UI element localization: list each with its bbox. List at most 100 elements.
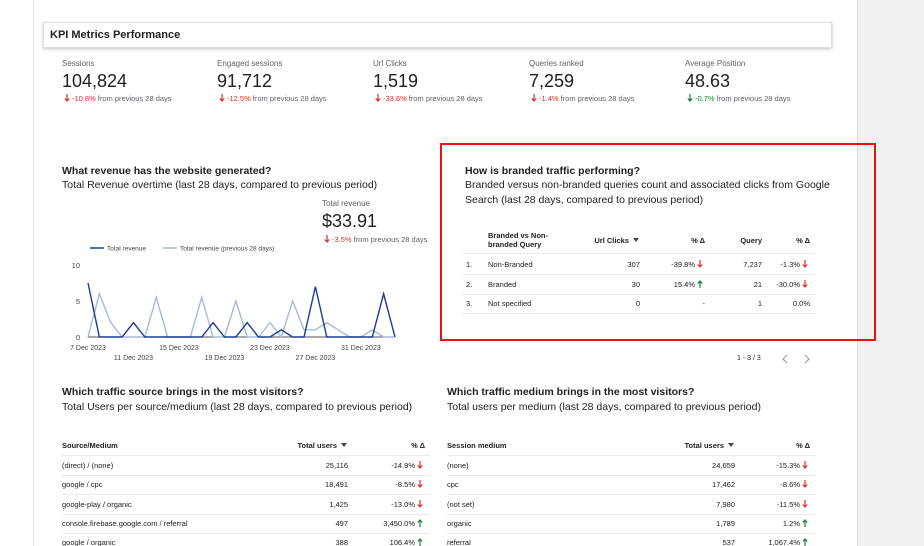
trend-arrow bbox=[802, 518, 808, 527]
kpi-label: Queries ranked bbox=[529, 59, 584, 68]
column-header: Source/Medium bbox=[62, 441, 118, 450]
scorecard-value: $33.91 bbox=[322, 211, 378, 231]
section-title: How is branded traffic performing? bbox=[465, 165, 641, 177]
table-cell: -15.3% bbox=[776, 461, 810, 470]
change-note: from previous 28 days bbox=[408, 94, 483, 103]
table-cell: (direct) / (none) bbox=[62, 461, 114, 470]
table-cell: google-play / organic bbox=[62, 499, 132, 509]
cell-text: 106.4% bbox=[389, 538, 415, 546]
table-cell: 17,462 bbox=[712, 480, 735, 490]
table-cell: 537 bbox=[722, 538, 735, 546]
x-tick-label: 27 Dec 2023 bbox=[296, 355, 336, 362]
row-number: 1. bbox=[466, 260, 473, 269]
trend-arrow bbox=[417, 499, 423, 508]
change: -12.5% from previous 28 days bbox=[217, 94, 327, 103]
legend-label: Total revenue bbox=[107, 246, 146, 253]
trend-arrow bbox=[697, 279, 703, 288]
table-cell: google / cpc bbox=[62, 480, 103, 490]
table-cell: referral bbox=[447, 538, 471, 546]
sort-icon[interactable] bbox=[632, 237, 640, 243]
row-divider bbox=[447, 513, 815, 515]
change-note: from previous 28 days bbox=[252, 94, 327, 103]
cell-text: -8.5% bbox=[395, 480, 415, 490]
trend-arrow bbox=[802, 480, 808, 489]
kpi-value: 7,259 bbox=[529, 71, 575, 91]
row-divider bbox=[62, 532, 430, 534]
table-cell: 15.4% bbox=[674, 280, 705, 289]
kpi-header: KPI Metrics Performance bbox=[43, 22, 832, 48]
row-divider bbox=[62, 494, 430, 496]
row-divider bbox=[447, 455, 815, 456]
kpi-label: Sessions bbox=[62, 59, 95, 68]
column-header: Total users bbox=[298, 441, 348, 450]
table-cell: 18,491 bbox=[325, 480, 348, 490]
cell-text: 1.2% bbox=[782, 518, 800, 528]
change: -10.8% from previous 28 days bbox=[62, 94, 172, 103]
scorecard-label: Total revenue bbox=[322, 199, 371, 208]
x-tick-label: 15 Dec 2023 bbox=[159, 345, 199, 352]
cell-text: -14.9% bbox=[391, 461, 415, 470]
change: -0.7% from previous 28 days bbox=[685, 94, 790, 103]
table-cell: Branded bbox=[488, 279, 517, 289]
table-cell: 24,659 bbox=[712, 461, 735, 470]
trend-arrow bbox=[802, 260, 808, 268]
series-line bbox=[87, 282, 396, 338]
sort-icon[interactable] bbox=[727, 442, 735, 448]
row-divider bbox=[62, 513, 430, 515]
change-note: from previous 28 days bbox=[716, 94, 791, 103]
column-header: Query bbox=[740, 236, 762, 245]
table-cell: 1,425 bbox=[329, 499, 348, 509]
sort-icon[interactable] bbox=[340, 442, 348, 448]
section-subtitle: Total Revenue overtime (last 28 days, co… bbox=[62, 179, 378, 191]
kpi-label: Average Position bbox=[685, 59, 746, 68]
cell-text: -13.0% bbox=[391, 499, 415, 509]
trend-arrow bbox=[687, 94, 693, 102]
x-tick-label: 31 Dec 2023 bbox=[341, 345, 381, 352]
table-cell: -8.6% bbox=[780, 480, 810, 489]
x-tick-label: 23 Dec 2023 bbox=[250, 345, 290, 352]
table-cell: 1,067.4% bbox=[768, 538, 810, 546]
trend-arrow bbox=[802, 499, 808, 508]
section-title: Which traffic source brings in the most … bbox=[62, 386, 304, 398]
table-cell: cpc bbox=[447, 480, 459, 490]
section-subtitle: Branded versus non-branded queries count… bbox=[465, 179, 830, 206]
cell-text: -8.6% bbox=[780, 480, 800, 490]
table-cell: console.firebase.google.com / referral bbox=[62, 518, 188, 528]
table-cell: 25,116 bbox=[325, 461, 348, 470]
trend-arrow bbox=[697, 260, 703, 268]
cell-text: -11.5% bbox=[776, 499, 800, 509]
section-subtitle: Total Users per source/medium (last 28 d… bbox=[62, 401, 413, 413]
trend-arrow bbox=[417, 480, 423, 489]
trend-arrow bbox=[64, 94, 70, 102]
trend-arrow bbox=[417, 518, 423, 527]
column-header: % Δ bbox=[691, 236, 705, 245]
row-divider bbox=[462, 253, 815, 254]
table-cell: -13.0% bbox=[391, 499, 425, 509]
row-divider bbox=[62, 475, 430, 476]
table-cell: 307 bbox=[627, 260, 640, 269]
trend-arrow bbox=[531, 94, 537, 102]
table-cell: -1.3% bbox=[780, 260, 810, 269]
change-value: -33.6% bbox=[383, 94, 407, 103]
series-line bbox=[87, 291, 395, 339]
table-cell: Non-Branded bbox=[488, 260, 533, 269]
column-header: Branded vs Non-branded Query bbox=[488, 231, 549, 249]
row-divider bbox=[462, 274, 815, 275]
column-header: Session medium bbox=[447, 441, 507, 450]
y-tick-label: 10 bbox=[72, 261, 80, 270]
prev-page[interactable] bbox=[782, 354, 788, 364]
kpi-value: 104,824 bbox=[62, 71, 128, 91]
kpi-value: 91,712 bbox=[217, 71, 273, 91]
next-page[interactable] bbox=[804, 354, 810, 364]
table-cell: (not set) bbox=[447, 499, 475, 509]
y-tick-label: 5 bbox=[76, 297, 80, 306]
row-number: 2. bbox=[466, 279, 473, 289]
section-subtitle: Total users per medium (last 28 days, co… bbox=[447, 401, 761, 413]
table-cell: 7,980 bbox=[716, 499, 735, 509]
panel-edge bbox=[33, 0, 34, 546]
trend-arrow bbox=[417, 461, 423, 469]
trend-arrow bbox=[219, 94, 225, 102]
x-tick-label: 7 Dec 2023 bbox=[70, 345, 106, 352]
cell-text: -15.3% bbox=[776, 461, 800, 470]
